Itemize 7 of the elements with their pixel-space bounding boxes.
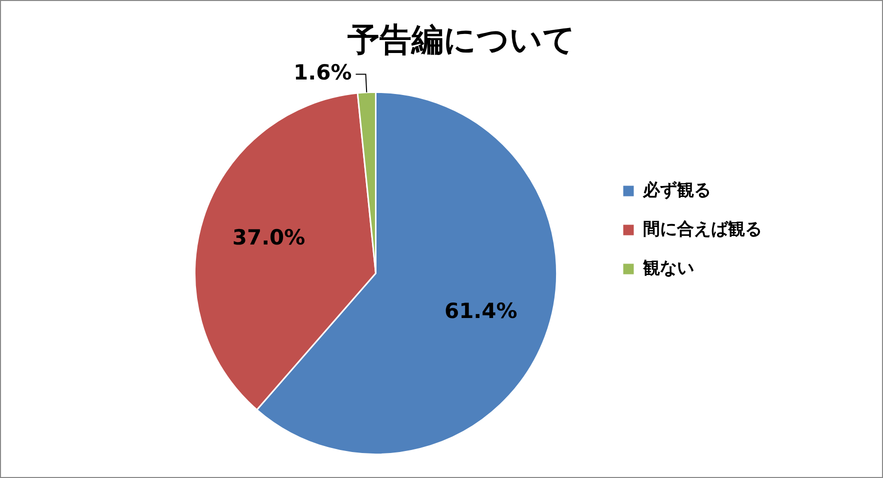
legend-label: 必ず観る bbox=[642, 180, 711, 200]
legend-label: 間に合えば観る bbox=[643, 219, 762, 240]
data-label: 37.0% bbox=[232, 226, 306, 250]
data-label: 61.4% bbox=[444, 299, 518, 323]
chart-title: 予告編について bbox=[346, 20, 576, 59]
legend-label: 観ない bbox=[642, 258, 694, 278]
data-label: 1.6% bbox=[293, 60, 352, 85]
